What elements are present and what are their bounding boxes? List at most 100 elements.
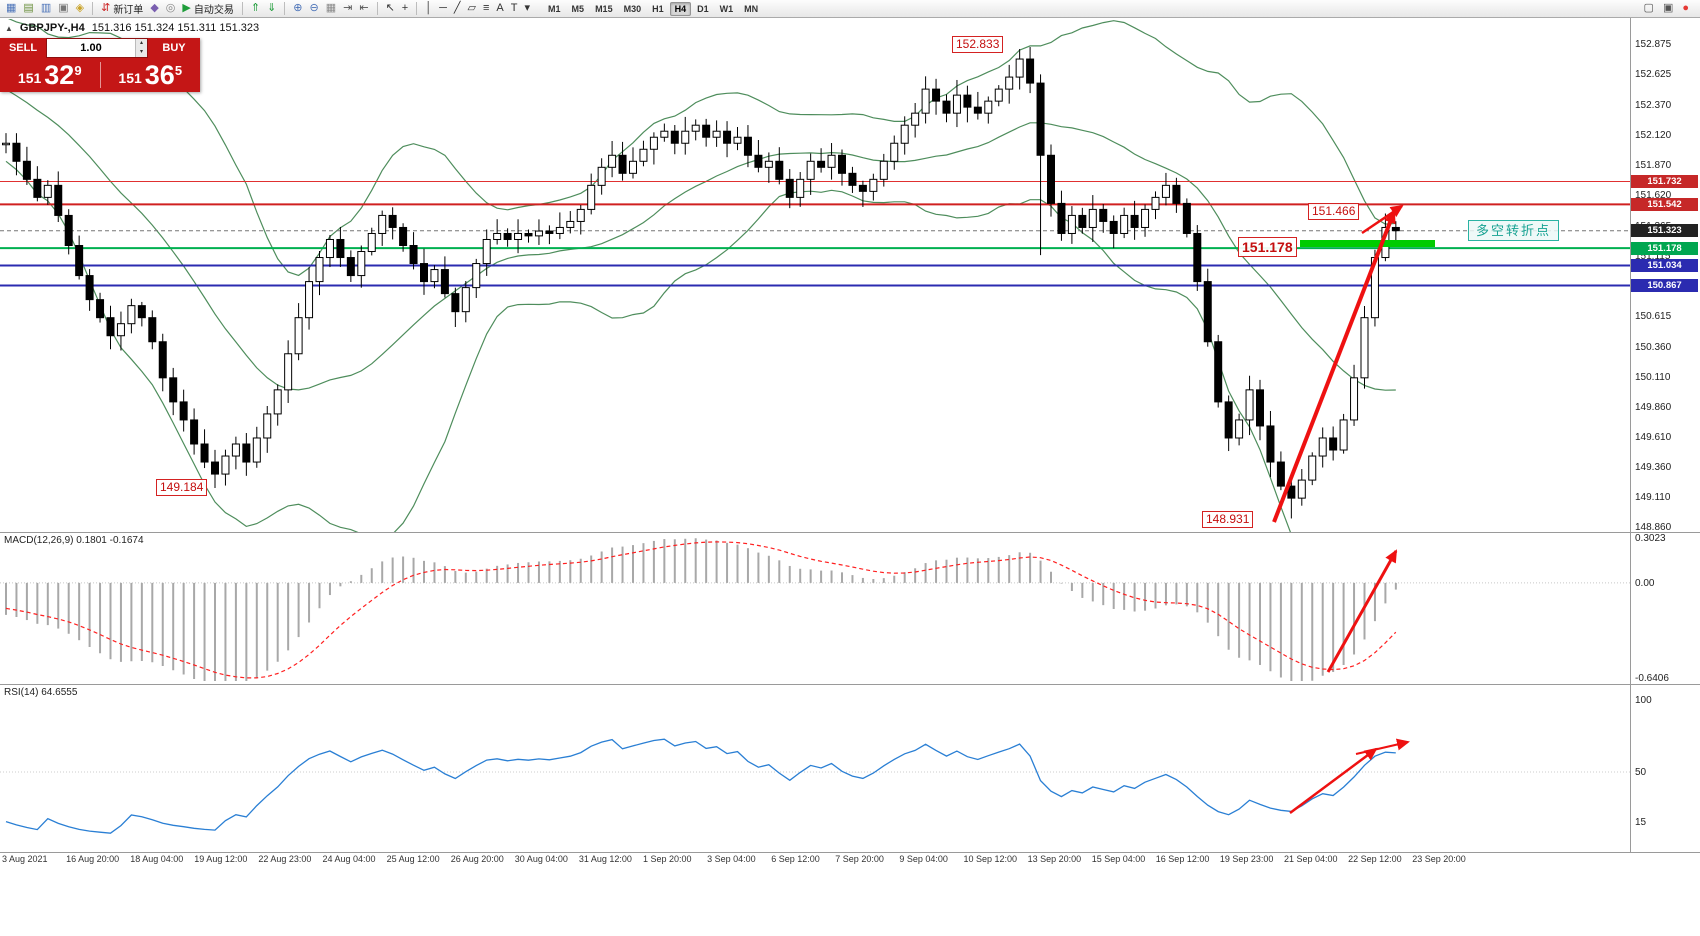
trend-arrow[interactable] — [1355, 738, 1410, 755]
market-watch-icon[interactable]: ▥ — [38, 1, 54, 16]
candle-body — [179, 401, 188, 421]
window-cascade-icon[interactable]: ▣ — [1660, 1, 1676, 16]
collapse-panel-icon[interactable]: ▲ — [5, 23, 13, 33]
sell-price[interactable]: 151 32 9 — [0, 58, 100, 92]
macd-scale-label: 0.00 — [1635, 578, 1655, 589]
candle-body — [242, 443, 251, 463]
toolbar-separator — [284, 2, 286, 15]
cursor-icon[interactable]: ↖ — [383, 1, 398, 16]
candle-body — [869, 178, 878, 192]
volume-decrease-button[interactable]: ▾ — [136, 48, 147, 57]
buy-button[interactable]: BUY — [148, 38, 200, 58]
label-icon[interactable]: T — [508, 1, 521, 16]
candle-body — [12, 142, 21, 162]
timeframe-h4[interactable]: H4 — [669, 1, 692, 16]
candle-body — [2, 142, 10, 146]
price-axis-label: 150.615 — [1635, 310, 1672, 322]
candle-body — [1308, 455, 1317, 481]
candle-body — [1339, 419, 1348, 451]
macd-label: MACD(12,26,9) 0.1801 -0.1674 — [4, 535, 144, 546]
fibonacci-icon[interactable]: ≡ — [480, 1, 492, 16]
volume-value[interactable]: 1.00 — [80, 42, 102, 54]
new-chart-icon: ▦ — [6, 2, 17, 14]
price-tag: 151.732 — [1631, 175, 1698, 188]
timeframe-m15[interactable]: M15 — [595, 3, 613, 14]
new-chart-icon[interactable]: ▦ — [3, 1, 19, 16]
auto-scroll-icon: ⇥ — [343, 2, 353, 14]
promote-down-icon[interactable]: ⇓ — [264, 1, 279, 16]
buy-price[interactable]: 151 36 5 — [101, 58, 201, 92]
candle-body — [54, 184, 63, 216]
timeframe-m1[interactable]: M1 — [548, 3, 561, 14]
timeframe-d1[interactable]: D1 — [697, 3, 709, 14]
time-axis-label: 16 Sep 12:00 — [1155, 854, 1210, 864]
timeframe-h1[interactable]: H1 — [652, 3, 664, 14]
new-order-button[interactable]: ⇵ 新订单 — [98, 1, 146, 16]
autotrading-button[interactable]: ▶ 自动交易 — [179, 1, 236, 16]
trade-controls-row: SELL 1.00 ▴ ▾ BUY — [0, 38, 200, 58]
timeframe-m30[interactable]: M30 — [623, 3, 642, 14]
arrows-dropdown-icon[interactable]: ▾ — [522, 1, 534, 16]
trend-arrow[interactable] — [1326, 549, 1398, 673]
candle-body — [1005, 76, 1014, 90]
trendline-icon[interactable]: ╱ — [451, 1, 464, 16]
time-axis-label: 7 Sep 20:00 — [835, 854, 884, 864]
candlesticks — [2, 46, 1400, 519]
price-axis-label: 151.620 — [1635, 189, 1672, 201]
metaeditor-icon[interactable]: ◆ — [147, 1, 161, 16]
notification-icon[interactable]: ● — [1679, 1, 1692, 16]
candle-body — [754, 154, 763, 168]
time-axis-label: 22 Sep 12:00 — [1348, 854, 1402, 864]
data-window-icon[interactable]: ▣ — [55, 1, 71, 16]
sell-button[interactable]: SELL — [0, 38, 46, 58]
promote-up-icon[interactable]: ⇑ — [248, 1, 263, 16]
trend-arrow[interactable] — [1289, 747, 1378, 815]
rsi-scale-label: 15 — [1635, 817, 1647, 828]
candle-body — [1088, 208, 1097, 228]
volume-field[interactable]: 1.00 ▴ ▾ — [46, 38, 148, 58]
candle-body — [96, 299, 105, 319]
timeframe-mn[interactable]: MN — [744, 3, 759, 14]
ohlc-values: 151.316 151.324 151.311 151.323 — [91, 22, 260, 34]
candle-body — [1256, 389, 1264, 427]
time-axis-label: 1 Sep 20:00 — [643, 854, 692, 864]
sell-price-sup: 9 — [74, 63, 82, 78]
trend-arrow[interactable] — [1361, 204, 1404, 235]
tile-windows-icon: ▦ — [325, 2, 337, 14]
alerts-icon[interactable]: ◎ — [163, 1, 179, 16]
zoom-out-icon[interactable]: ⊖ — [307, 1, 322, 16]
channel-icon[interactable]: ▱ — [465, 1, 479, 16]
candle-body — [921, 88, 930, 114]
horizontal-line-icon[interactable]: ─ — [436, 1, 450, 16]
zoom-in-icon[interactable]: ⊕ — [290, 1, 305, 16]
tile-windows-icon[interactable]: ▦ — [323, 1, 339, 16]
candle-body — [85, 275, 94, 301]
text-icon[interactable]: A — [493, 1, 506, 16]
vertical-line-icon[interactable]: │ — [422, 1, 435, 16]
window-tile-icon[interactable]: ▢ — [1641, 1, 1657, 16]
timeframe-w1[interactable]: W1 — [719, 3, 734, 14]
alerts-icon: ◎ — [165, 2, 176, 14]
chart-shift-icon[interactable]: ⇤ — [356, 1, 371, 16]
candle-body — [733, 136, 742, 144]
time-axis-label: 3 Aug 2021 — [2, 854, 48, 864]
sell-price-pips: 32 — [44, 60, 75, 90]
auto-scroll-icon[interactable]: ⇥ — [340, 1, 355, 16]
profiles-icon[interactable]: ▤ — [20, 1, 36, 16]
crosshair-icon[interactable]: + — [399, 1, 411, 16]
candle-body — [618, 154, 627, 174]
macd-scale-label: -0.6406 — [1635, 673, 1669, 684]
candle-body — [64, 214, 73, 247]
candle-body — [524, 232, 533, 237]
candle-body — [430, 269, 439, 283]
sell-price-base: 151 — [17, 70, 42, 86]
trend-arrow[interactable] — [1272, 210, 1396, 523]
candle-body — [576, 208, 585, 222]
support-zone-bar[interactable] — [1300, 240, 1435, 247]
navigator-icon[interactable]: ◈ — [73, 1, 87, 16]
time-axis-label: 6 Sep 12:00 — [771, 854, 820, 864]
timeframe-m5[interactable]: M5 — [571, 3, 585, 14]
volume-increase-button[interactable]: ▴ — [136, 39, 147, 48]
candle-body — [22, 160, 31, 180]
